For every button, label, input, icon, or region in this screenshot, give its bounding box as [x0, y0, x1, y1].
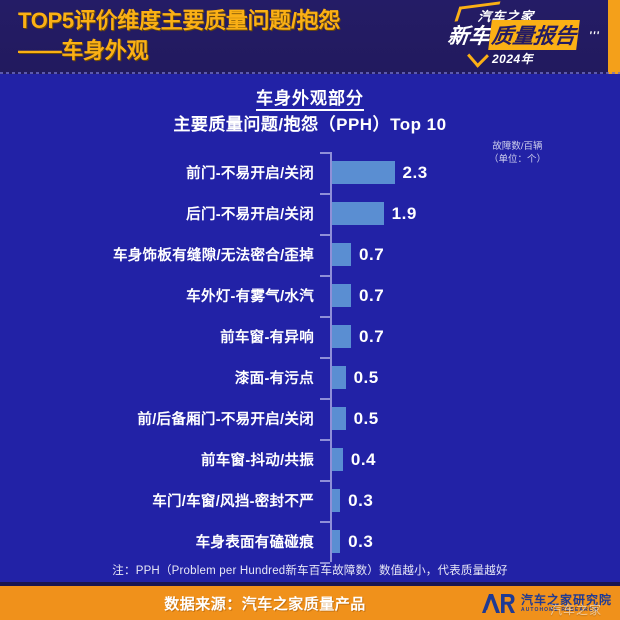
bar-row: 后门-不易开启/关闭 1.9: [0, 193, 620, 234]
axis-unit-label: 故障数/百辆 （单位：个）: [489, 140, 546, 166]
logo-speed-lines-icon: ''': [588, 30, 602, 42]
bar-row: 漆面-有污点 0.5: [0, 357, 620, 398]
bar: [332, 366, 346, 389]
bar-row: 前车窗-有异响 0.7: [0, 316, 620, 357]
axis-tick: [320, 521, 330, 523]
bar-value-label: 0.7: [359, 285, 385, 305]
bar-value-label: 0.3: [348, 490, 374, 510]
bar-rows-container: 前门-不易开启/关闭 2.3 后门-不易开启/关闭 1.9 车身饰板有缝隙/无法密合/歪…: [0, 152, 620, 564]
bar-row-label: 前门-不易开启/关闭: [186, 166, 314, 182]
axis-tick: [320, 152, 330, 154]
page-title: TOP5评价维度主要质量问题/抱怨 ——车身外观: [18, 8, 341, 63]
research-institute-text: 汽车之家研究院 AUTOHOME RESEARCH: [521, 594, 612, 613]
axis-end-tick: [0, 562, 620, 564]
bar: [332, 448, 343, 471]
bar-row: 前车窗-抖动/共振 0.4: [0, 439, 620, 480]
bar-value-label: 0.3: [348, 531, 374, 551]
bar: [332, 202, 384, 225]
axis-tick: [320, 316, 330, 318]
axis-tick: [320, 275, 330, 277]
axis-tick: [320, 439, 330, 441]
logo-report-title: 新车质量报告: [446, 20, 580, 50]
bar-row: 车身表面有磕碰痕 0.3: [0, 521, 620, 562]
bar-row-label: 前车窗-抖动/共振: [200, 453, 314, 469]
axis-unit-line2: （单位：个）: [488, 154, 546, 165]
bar-value-label: 1.9: [391, 203, 417, 223]
chart-subtitle-section-text: 车身外观部分: [256, 89, 364, 111]
chart-subtitle-section: 车身外观部分: [0, 84, 620, 111]
axis-line: [330, 316, 332, 357]
chart-subtitle-main: 主要质量问题/抱怨（PPH）Top 10: [173, 115, 447, 134]
bar-value-label: 0.5: [353, 408, 379, 428]
axis-line: [330, 439, 332, 480]
watermark: 汽车之家: [549, 603, 602, 617]
bar: [332, 284, 352, 307]
research-institute-cn: 汽车之家研究院: [520, 592, 612, 607]
bar-value-label: 0.4: [350, 449, 377, 469]
axis-tick: [320, 234, 330, 236]
bar: [332, 489, 341, 512]
axis-line: [330, 275, 332, 316]
brand-logo: 汽车之家 新车质量报告 ''' 2024年: [446, 1, 602, 70]
bar-value-label: 0.5: [353, 367, 379, 387]
bar-row-label: 车身饰板有缝隙/无法密合/歪掉: [112, 248, 314, 264]
logo-year: 2024年: [492, 52, 534, 66]
axis-tick: [320, 357, 330, 359]
bar: [332, 161, 395, 184]
axis-tick: [320, 193, 330, 195]
data-source-label: 数据来源：汽车之家质量产品: [164, 595, 366, 613]
axis-line: [330, 480, 332, 521]
logo-report-title-white: 新车: [446, 25, 492, 48]
bar-value-label: 2.3: [402, 162, 428, 182]
bar-row: 车身饰板有缝隙/无法密合/歪掉 0.7: [0, 234, 620, 275]
bar-row-label: 前/后备厢门-不易开启/关闭: [137, 412, 314, 428]
axis-line: [330, 398, 332, 439]
header-accent-strip: [608, 0, 620, 74]
bar-row-label: 漆面-有污点: [234, 371, 314, 387]
footer-bar: 数据来源：汽车之家质量产品 汽车之家研究院 AUTOHOME RESEARCH …: [0, 582, 620, 620]
chart-footnote: 注：PPH（Problem per Hundred新车百车故障数）数值越小，代表…: [112, 565, 508, 577]
axis-line: [330, 193, 332, 234]
header-bar: TOP5评价维度主要质量问题/抱怨 ——车身外观 汽车之家 新车质量报告 '''…: [0, 0, 620, 74]
ar-monogram-icon: [480, 592, 516, 614]
axis-tick: [320, 398, 330, 400]
bar-row-label: 后门-不易开启/关闭: [186, 207, 314, 223]
axis-line: [330, 357, 332, 398]
axis-tick: [320, 480, 330, 482]
bar-row: 前门-不易开启/关闭 2.3: [0, 152, 620, 193]
ar-monogram-svg: [481, 594, 515, 613]
bar: [332, 243, 352, 266]
axis-tick: [320, 562, 330, 564]
research-institute-en: AUTOHOME RESEARCH: [520, 606, 599, 613]
bar-row: 车门/车窗/风挡-密封不严 0.3: [0, 480, 620, 521]
bar-row-label: 前车窗-有异响: [220, 330, 314, 346]
bar-row: 前/后备厢门-不易开启/关闭 0.5: [0, 398, 620, 439]
bar-row-label: 车外灯-有雾气/水汽: [186, 289, 314, 305]
bar-row-label: 车门/车窗/风挡-密封不严: [152, 494, 314, 510]
axis-line: [330, 152, 332, 193]
bar: [332, 325, 352, 348]
bar-row-label: 车身表面有磕碰痕: [195, 535, 314, 551]
bar-value-label: 0.7: [359, 326, 385, 346]
axis-line: [330, 234, 332, 275]
chart-area: 车身外观部分 主要质量问题/抱怨（PPH）Top 10 故障数/百辆 （单位：个…: [0, 74, 620, 586]
bar: [332, 530, 341, 553]
axis-unit-line1: 故障数/百辆: [492, 141, 543, 152]
logo-report-title-orange: 质量报告: [488, 20, 580, 50]
bar-value-label: 0.7: [359, 244, 385, 264]
research-institute-logo: 汽车之家研究院 AUTOHOME RESEARCH: [480, 589, 612, 617]
bar: [332, 407, 346, 430]
bar-row: 车外灯-有雾气/水汽 0.7: [0, 275, 620, 316]
axis-line: [330, 521, 332, 562]
